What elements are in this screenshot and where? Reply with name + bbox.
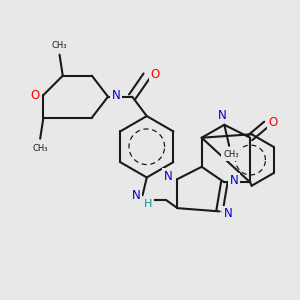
Text: O: O — [150, 68, 160, 81]
Text: O: O — [31, 88, 40, 102]
Text: N: N — [230, 174, 238, 187]
Text: H: H — [144, 199, 152, 209]
Text: N: N — [164, 170, 172, 183]
Text: N: N — [218, 109, 227, 122]
Text: N: N — [112, 88, 121, 102]
Text: N: N — [132, 189, 140, 203]
Text: CH₃: CH₃ — [32, 144, 48, 153]
Text: O: O — [269, 116, 278, 129]
Text: N: N — [224, 208, 233, 220]
Text: CH₃: CH₃ — [223, 150, 239, 159]
Text: CH₃: CH₃ — [52, 40, 67, 50]
